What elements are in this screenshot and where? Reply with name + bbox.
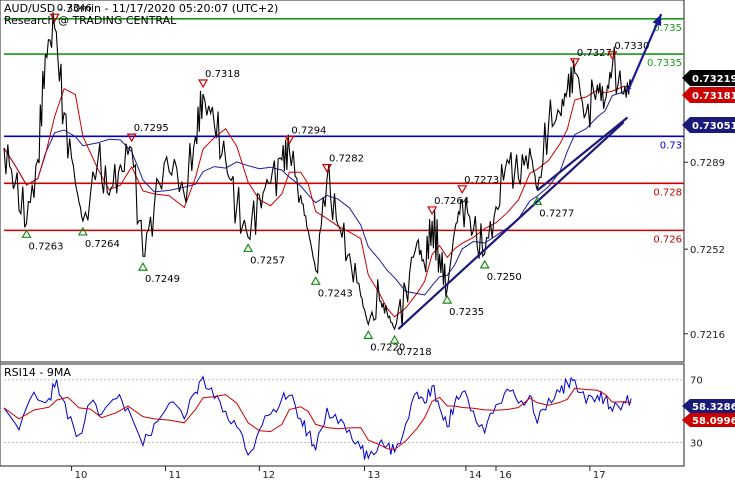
y-tick-label-2: 0.7216 xyxy=(690,330,725,341)
rsi-label: RSI14 - 9MA xyxy=(4,366,71,379)
rsi-tag-label-0: 58.3286 xyxy=(692,402,735,413)
swing-high-label-3: 0.7294 xyxy=(291,125,326,136)
swing-high-label-6: 0.7273 xyxy=(464,175,499,186)
trendline-support xyxy=(397,121,625,330)
swing-high-label-0: 0.7346 xyxy=(57,3,92,14)
y-tick-label-1: 0.7252 xyxy=(690,245,725,256)
swing-low-label-6: 0.7218 xyxy=(397,347,432,358)
y-tick-label-0: 0.7289 xyxy=(690,158,725,169)
price-line xyxy=(3,12,632,331)
price-tag-2 xyxy=(682,117,735,133)
swing-low-marker-7 xyxy=(442,294,453,304)
x-tick-label-0: 10 xyxy=(75,470,88,480)
swing-low-label-9: 0.7277 xyxy=(539,208,574,219)
swing-high-marker-5 xyxy=(427,206,438,216)
swing-high-label-1: 0.7295 xyxy=(134,123,169,134)
swing-low-label-1: 0.7264 xyxy=(85,239,120,250)
swing-low-marker-3 xyxy=(243,243,254,253)
rsi-line xyxy=(3,375,632,460)
projection-arrow-line xyxy=(626,13,663,93)
x-tick-label-4: 14 xyxy=(469,470,482,480)
swing-low-label-3: 0.7257 xyxy=(250,255,285,266)
rsi-tag-1 xyxy=(682,413,735,427)
price-tag-label-0: 0.73219 xyxy=(692,74,735,85)
x-tick-label-5: 16 xyxy=(499,470,512,480)
swing-high-marker-0 xyxy=(49,13,60,23)
swing-low-label-8: 0.7250 xyxy=(487,272,522,283)
rsi-tick-label-0: 70 xyxy=(690,376,703,387)
rsi-ma-line xyxy=(3,387,632,451)
x-tick-label-1: 11 xyxy=(168,470,181,480)
rsi-tag-0 xyxy=(682,399,735,413)
level-label-4: 0.726 xyxy=(653,234,682,245)
time-axis: 10 11 12 13 14 16 17 xyxy=(71,466,606,480)
price-axis: 0.7289 0.7252 0.7216 0.73219 0.73181 0.73051 xyxy=(682,70,735,341)
swing-markers: 0.7346 0.7295 0.7318 0.7294 0.7282 0.7264 0.72… xyxy=(21,3,649,358)
level-label-0: 0.735 xyxy=(653,23,682,34)
swing-high-label-8: 0.7330 xyxy=(614,41,649,52)
swing-low-label-7: 0.7235 xyxy=(449,307,484,318)
swing-high-label-4: 0.7282 xyxy=(329,154,364,165)
rsi-tag-label-1: 58.0996 xyxy=(692,416,735,427)
rsi-lines xyxy=(3,375,684,460)
x-tick-label-2: 12 xyxy=(262,470,275,480)
swing-high-marker-4 xyxy=(321,164,333,173)
swing-high-marker-2 xyxy=(198,79,209,89)
projection-arrow-head xyxy=(652,14,662,27)
trendline-support-2 xyxy=(536,116,629,192)
rsi-panel: 70 30 58.3286 58.0996 RSI14 - 9MA xyxy=(0,363,735,467)
swing-low-marker-8 xyxy=(479,259,490,269)
rsi-axis: 70 30 58.3286 58.0996 xyxy=(682,376,735,449)
swing-low-marker-0 xyxy=(21,229,32,238)
price-series xyxy=(3,12,632,331)
x-tick-label-3: 13 xyxy=(368,470,381,480)
chart-title: AUD/USD - 30min - 11/17/2020 05:20:07 (U… xyxy=(4,2,278,15)
swing-high-marker-1 xyxy=(126,133,137,143)
swing-high-label-7: 0.7327 xyxy=(577,48,612,59)
swing-high-label-2: 0.7318 xyxy=(205,69,240,80)
swing-high-marker-7 xyxy=(569,58,580,68)
swing-low-label-0: 0.7263 xyxy=(29,241,64,252)
watermark: Research @ TRADING CENTRAL xyxy=(4,14,177,27)
price-tag-1 xyxy=(682,87,735,103)
trendline-overlay xyxy=(397,13,663,330)
swing-low-marker-4 xyxy=(310,276,321,285)
price-tag-0 xyxy=(682,70,735,86)
swing-low-label-2: 0.7249 xyxy=(145,274,180,285)
swing-high-marker-6 xyxy=(457,185,468,195)
swing-low-marker-6 xyxy=(389,334,400,344)
swing-low-marker-2 xyxy=(137,262,148,271)
rsi-tick-label-1: 30 xyxy=(690,438,703,449)
price-tag-label-1: 0.73181 xyxy=(692,91,735,102)
swing-low-marker-5 xyxy=(363,330,374,339)
level-label-1: 0.7335 xyxy=(647,58,682,69)
price-tag-label-2: 0.73051 xyxy=(692,121,735,132)
swing-low-marker-9 xyxy=(532,196,543,206)
swing-low-label-5: 0.7220 xyxy=(370,342,405,353)
level-label-2: 0.73 xyxy=(660,140,682,151)
swing-high-label-5: 0.7264 xyxy=(434,196,469,207)
swing-low-label-4: 0.7243 xyxy=(318,288,353,299)
ma-slow-line xyxy=(3,87,632,296)
swing-high-marker-8 xyxy=(607,51,618,61)
swing-high-marker-3 xyxy=(284,135,295,145)
swing-low-marker-1 xyxy=(77,226,88,236)
level-label-3: 0.728 xyxy=(653,187,682,198)
x-tick-label-6: 17 xyxy=(593,470,606,480)
